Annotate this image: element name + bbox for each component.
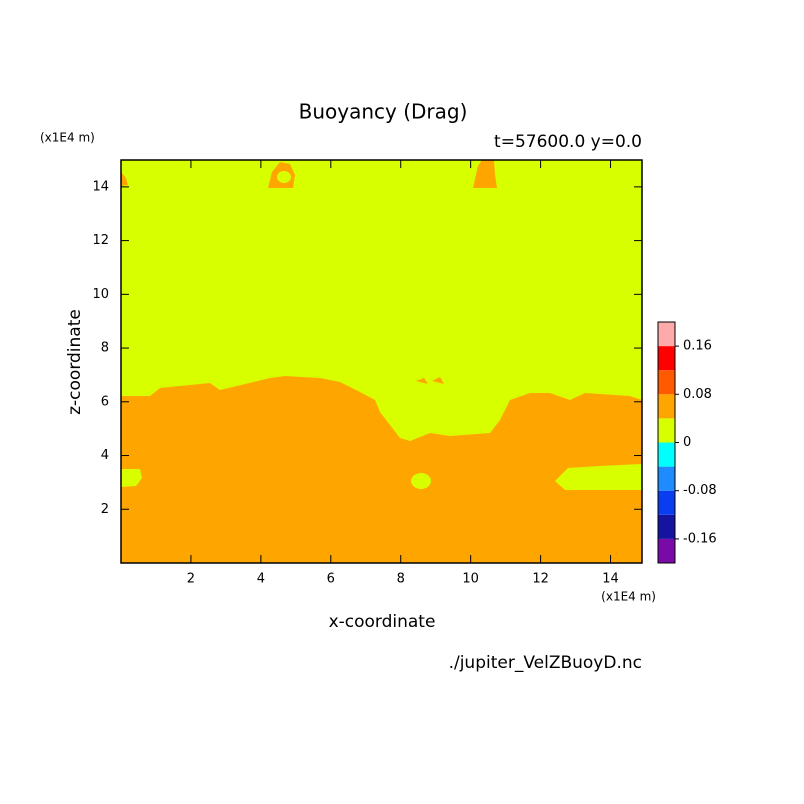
y-tick-label: 2 <box>101 502 109 517</box>
colorbar-box <box>658 394 675 419</box>
plot-frame <box>120 159 643 564</box>
y-tick-label: 4 <box>101 448 109 463</box>
region <box>121 172 128 186</box>
x-tick-label: 8 <box>397 572 405 587</box>
y-tick-label: 10 <box>92 287 109 302</box>
y-tick-label: 12 <box>92 233 109 248</box>
chart-title: Buoyancy (Drag) <box>299 100 468 124</box>
x-tick-label: 10 <box>462 572 479 587</box>
region <box>432 377 444 384</box>
region <box>473 160 497 188</box>
colorbar-box <box>658 514 675 539</box>
chart-subtitle: t=57600.0 y=0.0 <box>494 132 642 152</box>
colorbar-box <box>658 322 675 347</box>
colorbar-box <box>658 370 675 395</box>
colorbar-label: 0 <box>683 435 691 450</box>
colorbar-box <box>658 538 675 563</box>
y-tick-label: 14 <box>92 179 109 194</box>
y-unit: (x1E4 m) <box>40 131 95 145</box>
colorbar-box <box>658 490 675 515</box>
region <box>416 378 428 384</box>
x-axis-label: x-coordinate <box>329 612 436 632</box>
colorbar-label: 0.16 <box>683 339 712 354</box>
colorbar-box <box>658 466 675 491</box>
colorbar-label: -0.08 <box>683 483 717 498</box>
colorbar-label: -0.16 <box>683 531 717 546</box>
x-unit: (x1E4 m) <box>601 590 656 604</box>
y-tick-label: 8 <box>101 341 109 356</box>
colorbar-box <box>658 346 675 371</box>
y-tick-label: 6 <box>101 394 109 409</box>
y-axis-label: z-coordinate <box>65 309 85 415</box>
region <box>411 473 431 489</box>
colorbar-box <box>658 442 675 467</box>
x-tick-label: 12 <box>532 572 549 587</box>
region <box>555 464 642 490</box>
region <box>277 171 291 183</box>
x-tick-label: 2 <box>187 572 195 587</box>
x-tick-label: 6 <box>327 572 335 587</box>
colorbar-label: 0.08 <box>683 387 712 402</box>
region <box>121 376 642 563</box>
plot-area <box>120 159 643 564</box>
colorbar-box <box>658 418 675 443</box>
x-tick-label: 14 <box>602 572 619 587</box>
x-tick-label: 4 <box>257 572 265 587</box>
colorbar-frame <box>657 321 676 564</box>
footer: ./jupiter_VelZBuoyD.nc <box>449 653 642 673</box>
region <box>121 469 142 487</box>
